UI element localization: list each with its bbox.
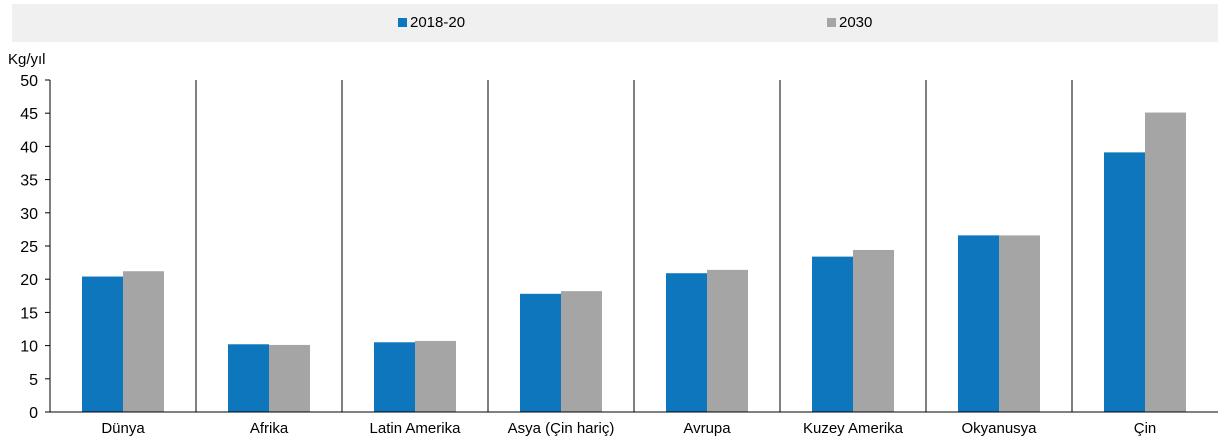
y-tick-label: 40 — [20, 139, 38, 156]
bar-2030-4 — [707, 269, 748, 412]
y-tick-label: 30 — [20, 206, 38, 223]
bar-2030-7 — [1145, 112, 1186, 412]
y-axis: 0 5 10 15 20 25 30 35 40 45 50 — [20, 73, 51, 422]
x-category-label: Çin — [1134, 420, 1157, 437]
x-category-label: Latin Amerika — [370, 420, 462, 437]
bar-2018-20-1 — [228, 344, 269, 412]
x-category-label: Avrupa — [683, 420, 731, 437]
y-tick-label: 45 — [20, 106, 38, 123]
bar-2030-2 — [415, 340, 456, 412]
bar-2018-20-4 — [666, 273, 707, 412]
legend: 2018-20 2030 — [398, 14, 872, 31]
x-category-label: Asya (Çin hariç) — [508, 420, 615, 437]
legend-label-2030: 2030 — [839, 14, 872, 31]
legend-swatch-2018-20 — [398, 18, 407, 27]
y-tick-label: 15 — [20, 305, 38, 322]
legend-swatch-2030 — [827, 18, 836, 27]
bar-2030-0 — [123, 271, 164, 412]
bar-2018-20-2 — [374, 342, 415, 412]
x-category-label: Okyanusya — [961, 420, 1037, 437]
legend-label-2018-20: 2018-20 — [410, 14, 465, 31]
bar-2018-20-3 — [520, 293, 561, 412]
bar-2030-1 — [269, 344, 310, 412]
bars — [82, 112, 1186, 412]
x-category-label: Kuzey Amerika — [803, 420, 904, 437]
x-axis: Dünya Afrika Latin Amerika Asya (Çin hariç)… — [50, 411, 1218, 437]
bar-2030-6 — [999, 235, 1040, 412]
bar-2018-20-6 — [958, 235, 999, 412]
y-tick-label: 20 — [20, 272, 38, 289]
y-axis-unit-label: Kg/yıl — [8, 51, 46, 68]
x-category-label: Afrika — [250, 420, 289, 437]
y-tick-label: 25 — [20, 239, 38, 256]
bar-2030-3 — [561, 291, 602, 412]
y-tick-label: 10 — [20, 339, 38, 356]
legend-background — [12, 4, 1218, 42]
bar-2018-20-7 — [1104, 152, 1145, 412]
x-category-label: Dünya — [101, 420, 145, 437]
y-tick-label: 5 — [29, 372, 38, 389]
y-tick-label: 35 — [20, 173, 38, 190]
y-tick-label: 0 — [29, 405, 38, 422]
y-tick-label: 50 — [20, 73, 38, 90]
category-separators — [195, 80, 1073, 412]
bar-2018-20-0 — [82, 276, 123, 412]
bar-2018-20-5 — [812, 256, 853, 412]
bar-2030-5 — [853, 249, 894, 412]
